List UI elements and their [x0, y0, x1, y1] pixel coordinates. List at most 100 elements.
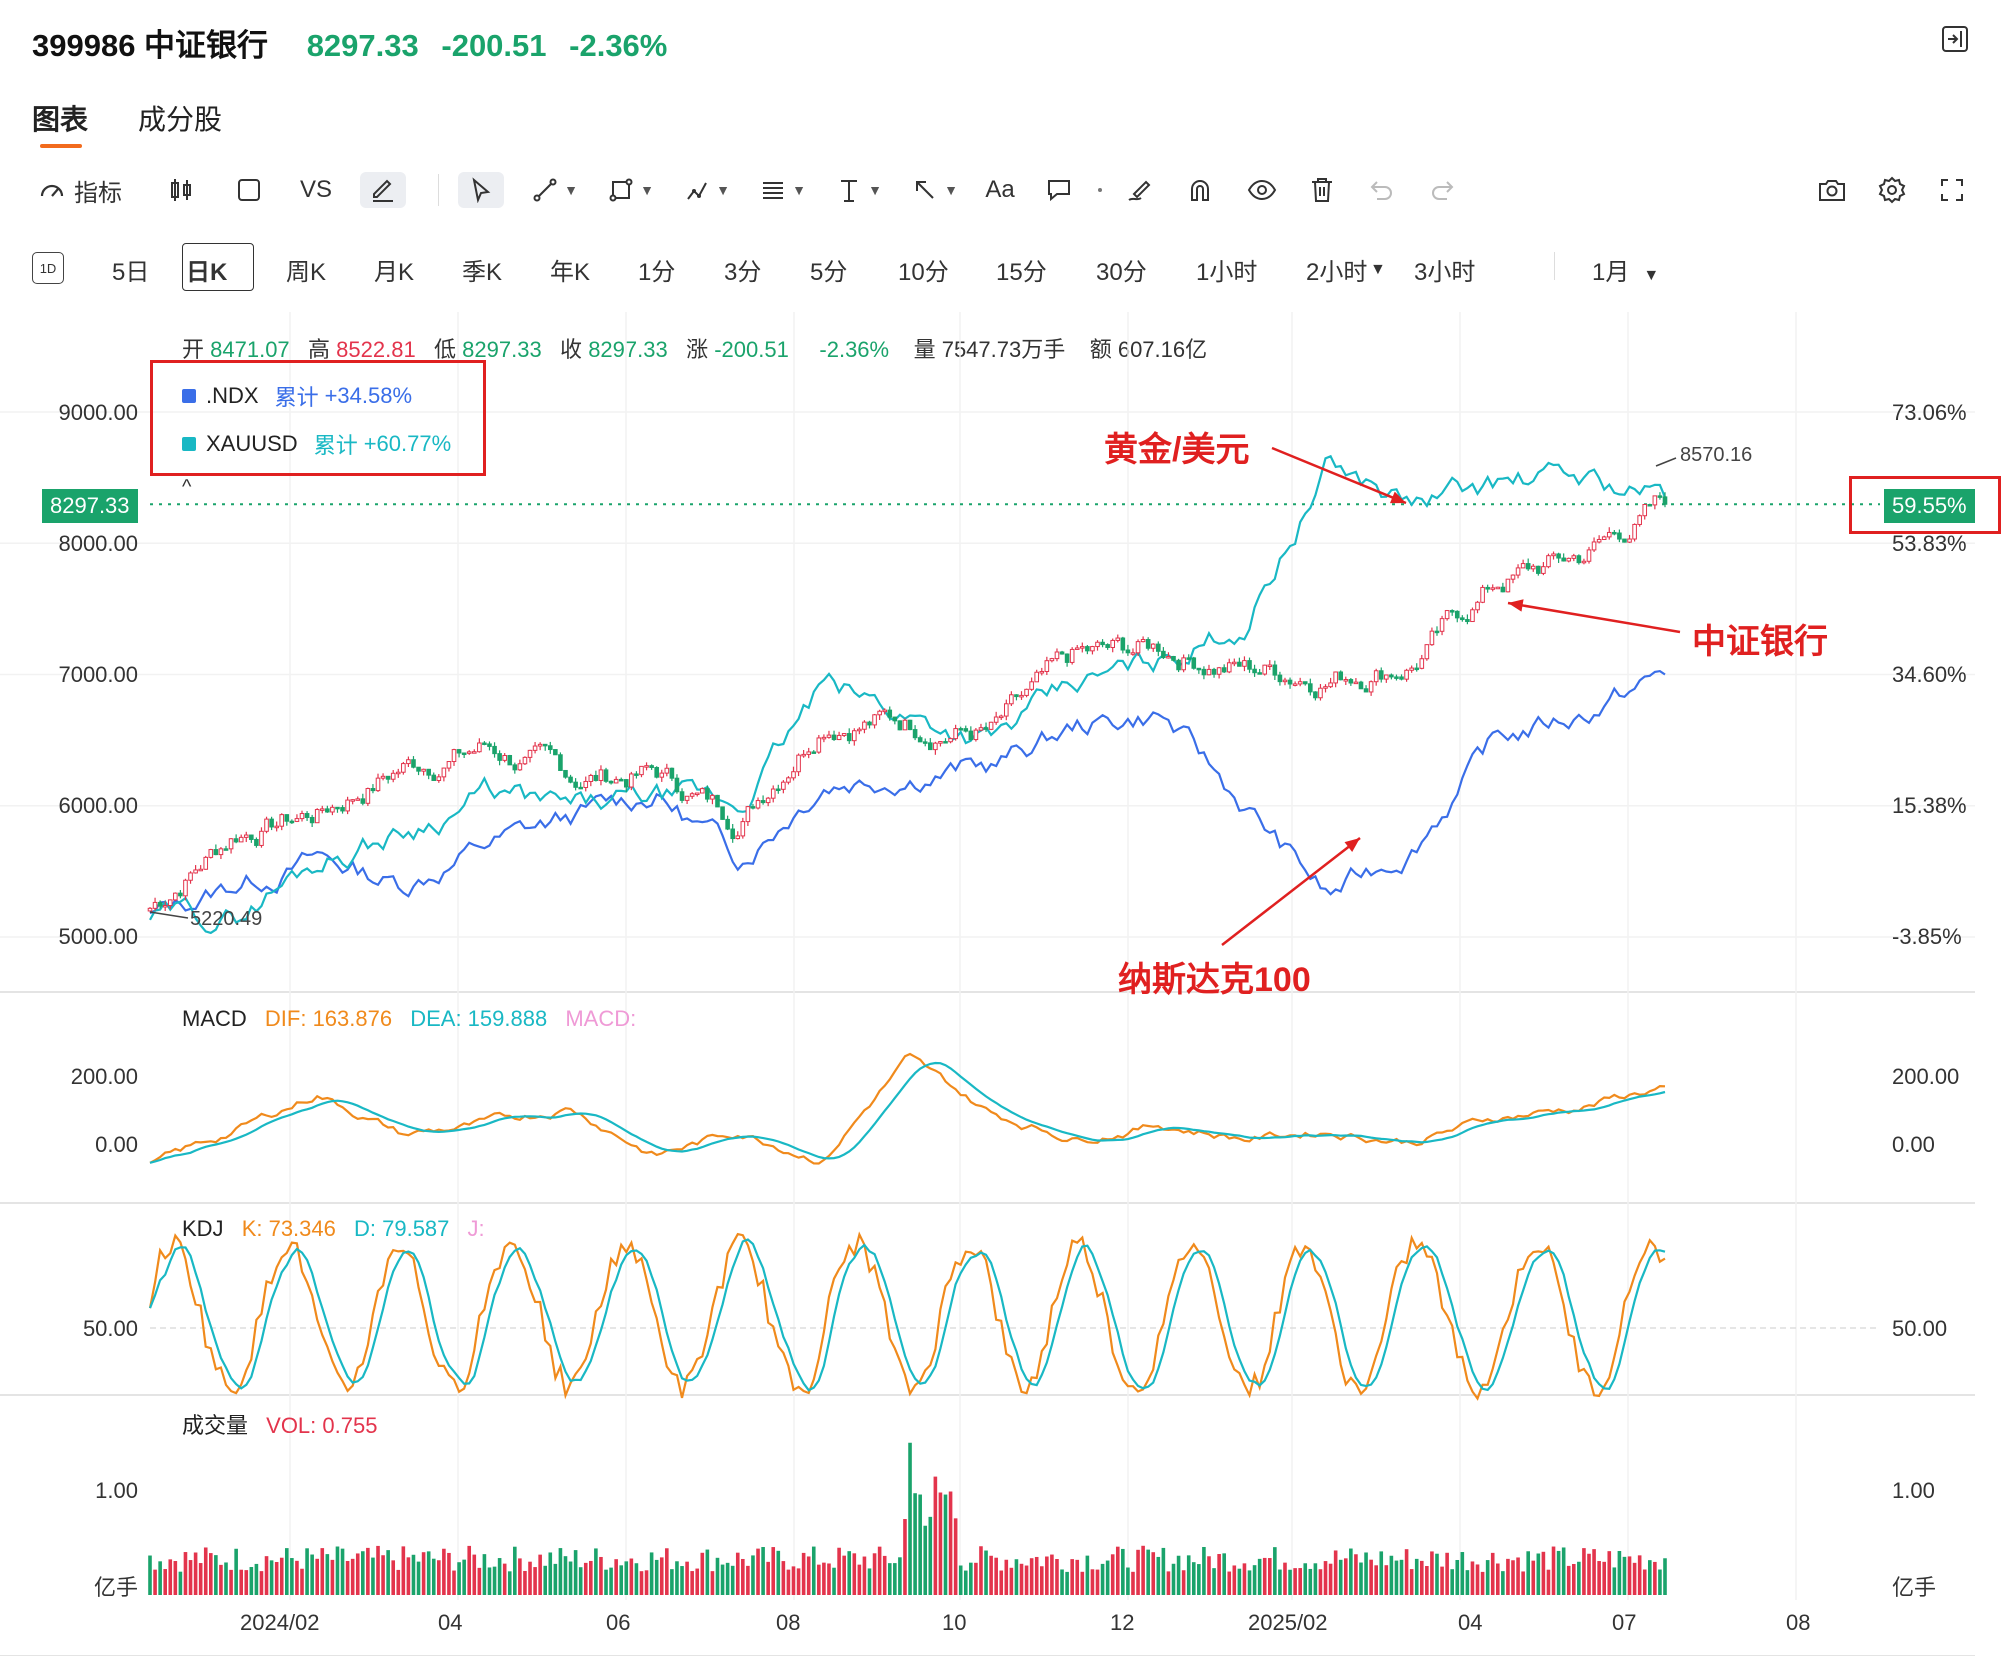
volume-bar — [472, 1554, 477, 1595]
volume-bar — [599, 1556, 603, 1595]
shape-tool-button[interactable]: ▼ — [604, 172, 658, 208]
pen-button[interactable] — [360, 172, 406, 208]
arrow-tool-button[interactable]: ▼ — [908, 172, 962, 208]
vs-button[interactable]: VS — [299, 176, 332, 203]
candle-body — [1647, 504, 1653, 507]
candle-body — [330, 806, 335, 813]
macd-dif: DIF: 163.876 — [264, 1006, 393, 1031]
period-9[interactable]: 5分 — [810, 259, 848, 286]
volume-bar — [1136, 1549, 1140, 1595]
volume-vol: VOL: 0.755 — [266, 1413, 378, 1438]
period-4[interactable]: 月K — [374, 259, 415, 286]
period-7[interactable]: 1分 — [638, 259, 676, 286]
tab-constituents[interactable]: 成分股 — [138, 104, 223, 135]
candle-body — [1601, 536, 1607, 540]
period-2[interactable]: 日K — [186, 259, 228, 286]
volume-bar — [1617, 1551, 1622, 1595]
volume-bar — [1566, 1565, 1571, 1595]
y-right-tick-label: 53.83% — [1892, 531, 1967, 556]
day-badge[interactable]: 1D — [32, 252, 64, 284]
screenshot-button[interactable] — [1814, 172, 1850, 208]
period-selected-frame — [182, 243, 254, 291]
collapse-legend-icon[interactable]: ^ — [182, 476, 192, 498]
candle-body — [1085, 646, 1090, 652]
candle-body — [1444, 610, 1450, 620]
period-15[interactable]: 3小时 — [1414, 259, 1476, 286]
candle-body — [608, 780, 614, 784]
volume-bar — [528, 1561, 532, 1595]
volume-bar — [158, 1561, 162, 1595]
chevron-down-icon[interactable]: ▼ — [1370, 261, 1386, 278]
cursor-button[interactable] — [458, 172, 504, 208]
period-3[interactable]: 周K — [286, 259, 327, 286]
volume-bar — [442, 1548, 446, 1595]
draw-button[interactable] — [1122, 172, 1158, 208]
square-button[interactable] — [232, 172, 266, 208]
volume-bar — [781, 1561, 786, 1595]
candle-body — [841, 733, 847, 736]
volume-bar — [1389, 1555, 1394, 1595]
period-11[interactable]: 15分 — [996, 259, 1047, 286]
legend-item-xauusd[interactable]: XAUUSD 累计 +60.77% — [182, 428, 451, 460]
volume-bar — [832, 1567, 836, 1595]
candle-body — [786, 777, 791, 783]
text-lines-button[interactable]: ▼ — [756, 172, 810, 208]
undo-button[interactable] — [1364, 172, 1400, 208]
volume-bar — [285, 1548, 289, 1595]
candle-body — [1333, 671, 1338, 684]
dot-button[interactable] — [1092, 172, 1108, 208]
legend-item-ndx[interactable]: .NDX 累计 +34.58% — [182, 380, 412, 412]
volume-bar — [1597, 1561, 1601, 1595]
volume-bar — [300, 1568, 304, 1595]
candlestick-button[interactable] — [164, 172, 198, 208]
exit-panel-icon[interactable] — [1940, 24, 1970, 54]
candle-body — [254, 838, 259, 846]
magnet-button[interactable] — [1182, 172, 1218, 208]
indicator-button[interactable]: 指标 — [30, 172, 130, 208]
period-5[interactable]: 季K — [462, 259, 503, 286]
candle-body — [629, 773, 634, 788]
volume-bar — [229, 1569, 233, 1595]
vertical-line-button[interactable]: ▼ — [832, 172, 886, 208]
period-14[interactable]: 2小时 — [1306, 259, 1368, 286]
tab-chart[interactable]: 图表 — [32, 104, 89, 135]
node-tool-button[interactable]: ▼ — [680, 172, 734, 208]
candle-body — [1226, 662, 1232, 673]
index-price: 8297.33 — [306, 28, 419, 63]
candle-body — [466, 751, 472, 754]
kdj-y-right-tick: 50.00 — [1892, 1316, 1948, 1341]
volume-bar — [1374, 1565, 1378, 1595]
volume-bar — [1227, 1571, 1232, 1595]
current-price-tag: 8297.33 — [42, 489, 138, 523]
candle-body — [705, 788, 710, 800]
period-13[interactable]: 1小时 — [1196, 259, 1258, 286]
x-tick-label: 08 — [1786, 1610, 1811, 1635]
period-12[interactable]: 30分 — [1096, 259, 1147, 286]
line-tool-button[interactable]: ▼ — [528, 172, 582, 208]
period-8[interactable]: 3分 — [724, 259, 762, 286]
delete-button[interactable] — [1304, 172, 1340, 208]
visibility-button[interactable] — [1244, 172, 1280, 208]
candle-body — [1039, 670, 1045, 674]
period-10[interactable]: 10分 — [898, 259, 949, 286]
range-select[interactable]: 1月 ▼ — [1592, 252, 1659, 287]
settings-button[interactable] — [1874, 172, 1910, 208]
volume-bar — [1622, 1556, 1627, 1595]
volume-bar — [1571, 1563, 1576, 1595]
candle-body — [1510, 574, 1516, 580]
candle-body — [765, 797, 771, 804]
volume-bar — [903, 1519, 907, 1595]
candle-body — [1439, 618, 1445, 632]
pen-icon — [369, 176, 397, 204]
text-tool-button[interactable]: Aa — [985, 176, 1015, 203]
period-1[interactable]: 5日 — [112, 259, 150, 286]
candle-body — [933, 742, 938, 751]
candle-body — [563, 769, 568, 778]
redo-button[interactable] — [1424, 172, 1460, 208]
candle-body — [456, 749, 462, 754]
fullscreen-button[interactable] — [1934, 172, 1970, 208]
comment-button[interactable] — [1042, 172, 1076, 208]
period-6[interactable]: 年K — [550, 259, 591, 286]
kdj-header: KDJ K: 73.346 D: 79.587 J: — [182, 1216, 485, 1242]
